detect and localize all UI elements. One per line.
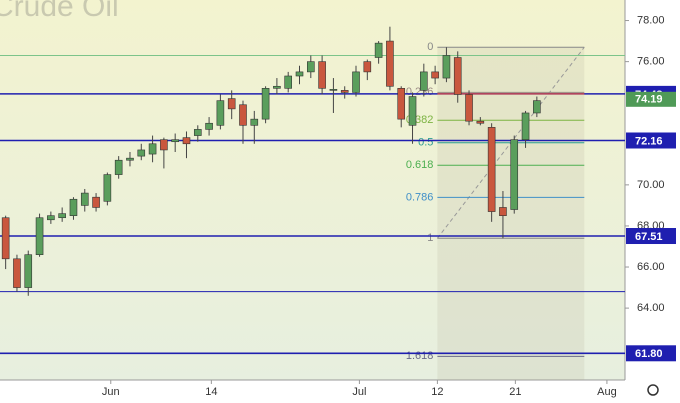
candle-body — [374, 42, 383, 58]
candle-body — [92, 196, 100, 208]
x-tick-label: 14 — [205, 386, 217, 398]
last-price-tag — [626, 91, 676, 107]
price-tag-label: 72.16 — [635, 135, 663, 147]
candle-body — [363, 61, 372, 73]
candle-body — [148, 143, 157, 155]
x-tick-label: Jul — [352, 386, 366, 398]
candle-body — [408, 96, 417, 126]
fib-label: 1 — [427, 232, 433, 244]
candle-body — [273, 85, 281, 89]
price-tag — [626, 228, 676, 245]
x-tick-label: 21 — [509, 386, 521, 398]
candle-body — [47, 215, 55, 221]
y-tick-label: 66.00 — [637, 261, 665, 273]
candle-body — [103, 174, 112, 202]
y-tick-label: 64.00 — [637, 302, 665, 314]
candle-body — [510, 139, 519, 210]
candle-body — [431, 71, 439, 79]
watermark-title: Crude Oil — [0, 0, 119, 23]
y-tick-label: 76.00 — [637, 56, 665, 68]
candle-body — [521, 112, 530, 140]
x-tick-label: 12 — [431, 386, 443, 398]
fib-label: 0.786 — [406, 191, 434, 203]
price-tag-label: 61.80 — [635, 348, 663, 360]
candle-body — [487, 127, 496, 212]
candle-body — [13, 258, 21, 288]
candle-body — [80, 192, 89, 206]
candle-body — [205, 122, 213, 130]
candle-body — [295, 71, 304, 77]
candle-body — [227, 98, 236, 110]
candle-body — [137, 149, 146, 157]
x-tick-label: Aug — [597, 386, 617, 398]
candle-body — [453, 57, 462, 95]
candle-body — [533, 100, 541, 114]
y-tick-label: 70.00 — [637, 179, 665, 191]
candle-body — [307, 61, 315, 73]
y-axis-background — [625, 0, 680, 403]
settings-icon[interactable] — [647, 384, 659, 396]
candle-body — [386, 40, 394, 87]
candle-body — [329, 89, 338, 91]
candle-body — [160, 139, 168, 151]
candle-body — [114, 159, 123, 175]
candle-body — [397, 88, 406, 120]
candle-body — [58, 213, 66, 219]
candle-body — [261, 88, 270, 120]
candle-body — [69, 198, 78, 216]
fib-label: 0.5 — [418, 137, 433, 149]
candle-body — [352, 71, 360, 93]
fib-label: 0 — [427, 41, 433, 53]
candle-body — [250, 118, 259, 126]
candle-body — [499, 207, 507, 216]
candle-body — [465, 94, 473, 122]
candle-body — [420, 71, 428, 91]
x-tick-label: Jun — [102, 386, 120, 398]
candle-body — [284, 75, 293, 89]
price-tag — [626, 132, 676, 149]
x-axis-background — [0, 380, 625, 403]
candle-body — [171, 139, 179, 143]
candle-body — [340, 90, 349, 93]
candle-body — [476, 120, 485, 124]
candle-body — [126, 157, 134, 161]
candle-body — [442, 55, 451, 79]
candle-body — [182, 137, 191, 145]
candle-body — [24, 254, 33, 288]
last-price-label: 74.19 — [635, 94, 663, 106]
candle-body — [239, 104, 247, 126]
fib-label: 1.618 — [406, 350, 434, 362]
candle-body — [193, 129, 202, 136]
candle-body — [35, 217, 44, 256]
fib-area — [437, 47, 585, 380]
candle-body — [318, 61, 326, 89]
price-tag — [626, 345, 676, 362]
y-tick-label: 78.00 — [637, 14, 665, 26]
candle-body — [216, 100, 225, 126]
candle-body — [1, 217, 10, 260]
price-tag-label: 67.51 — [635, 231, 663, 243]
fib-label: 0.618 — [406, 159, 434, 171]
